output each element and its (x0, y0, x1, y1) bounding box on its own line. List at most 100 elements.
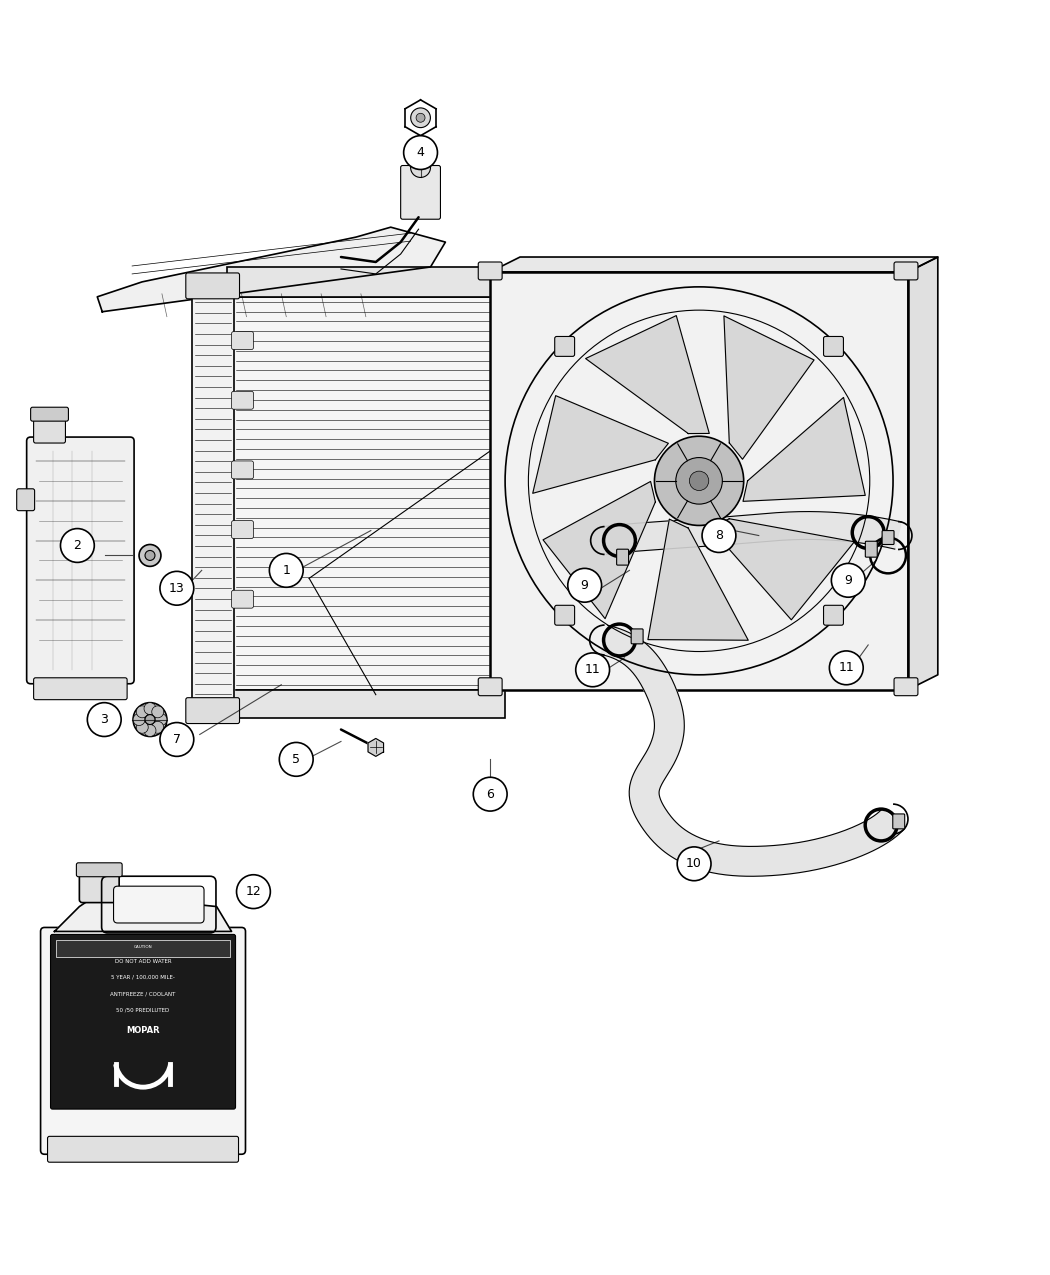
Text: CAUTION: CAUTION (133, 945, 152, 949)
Circle shape (152, 706, 164, 718)
FancyBboxPatch shape (894, 678, 918, 696)
Circle shape (145, 551, 155, 561)
FancyBboxPatch shape (41, 927, 246, 1154)
Polygon shape (500, 284, 525, 690)
FancyBboxPatch shape (892, 813, 905, 829)
Circle shape (87, 703, 121, 737)
Text: ANTIFREEZE / COOLANT: ANTIFREEZE / COOLANT (110, 991, 175, 996)
Circle shape (133, 703, 167, 737)
FancyBboxPatch shape (34, 414, 65, 442)
Circle shape (474, 778, 507, 811)
Text: 3: 3 (101, 713, 108, 725)
Polygon shape (532, 395, 669, 493)
Circle shape (139, 544, 161, 566)
Circle shape (690, 472, 709, 491)
Polygon shape (369, 738, 383, 756)
Circle shape (568, 569, 602, 602)
Circle shape (144, 703, 156, 714)
Circle shape (136, 706, 148, 718)
FancyBboxPatch shape (80, 868, 119, 903)
FancyBboxPatch shape (34, 678, 127, 700)
FancyBboxPatch shape (478, 678, 502, 696)
FancyBboxPatch shape (47, 1136, 238, 1163)
Polygon shape (55, 896, 232, 932)
FancyBboxPatch shape (823, 606, 843, 625)
FancyBboxPatch shape (186, 273, 239, 298)
Polygon shape (586, 316, 709, 434)
Polygon shape (908, 258, 938, 690)
FancyBboxPatch shape (554, 337, 574, 357)
Text: 11: 11 (585, 663, 601, 676)
FancyBboxPatch shape (50, 935, 235, 1109)
FancyBboxPatch shape (616, 550, 629, 565)
Text: MOPAR: MOPAR (126, 1026, 160, 1035)
Circle shape (403, 135, 438, 170)
Circle shape (676, 458, 722, 504)
Text: 9: 9 (844, 574, 853, 586)
Polygon shape (98, 227, 445, 311)
FancyBboxPatch shape (227, 690, 505, 718)
Polygon shape (192, 297, 233, 700)
Text: 2: 2 (74, 539, 81, 552)
Polygon shape (543, 482, 655, 618)
FancyBboxPatch shape (894, 261, 918, 280)
Circle shape (416, 113, 425, 122)
Circle shape (830, 652, 863, 685)
Circle shape (133, 714, 145, 725)
Circle shape (411, 158, 430, 177)
FancyBboxPatch shape (232, 520, 253, 538)
Polygon shape (648, 519, 749, 640)
FancyBboxPatch shape (882, 530, 894, 544)
FancyBboxPatch shape (865, 542, 877, 557)
Polygon shape (490, 258, 938, 272)
Text: 11: 11 (838, 662, 854, 674)
FancyBboxPatch shape (522, 652, 563, 680)
Circle shape (270, 553, 303, 588)
Circle shape (160, 723, 194, 756)
Text: DO NOT ADD WATER: DO NOT ADD WATER (114, 959, 171, 964)
Text: 13: 13 (169, 581, 185, 594)
Polygon shape (232, 297, 500, 690)
FancyBboxPatch shape (232, 332, 253, 349)
Circle shape (832, 564, 865, 597)
Circle shape (654, 436, 743, 525)
FancyBboxPatch shape (26, 437, 134, 683)
Text: 9: 9 (581, 579, 589, 592)
Circle shape (155, 714, 167, 725)
Circle shape (61, 529, 94, 562)
Polygon shape (711, 519, 855, 620)
FancyBboxPatch shape (401, 166, 440, 219)
FancyBboxPatch shape (232, 462, 253, 479)
FancyBboxPatch shape (554, 606, 574, 625)
Circle shape (279, 742, 313, 776)
Polygon shape (603, 511, 901, 555)
FancyBboxPatch shape (57, 941, 230, 958)
FancyBboxPatch shape (227, 266, 505, 297)
Polygon shape (743, 398, 865, 501)
FancyBboxPatch shape (823, 337, 843, 357)
Text: 12: 12 (246, 885, 261, 898)
Text: 7: 7 (173, 733, 181, 746)
Circle shape (136, 722, 148, 733)
Circle shape (236, 875, 270, 909)
FancyBboxPatch shape (232, 391, 253, 409)
Circle shape (160, 571, 194, 606)
Circle shape (575, 653, 610, 687)
FancyBboxPatch shape (77, 863, 122, 877)
Circle shape (677, 847, 711, 881)
Polygon shape (723, 316, 814, 459)
FancyBboxPatch shape (522, 282, 563, 310)
Circle shape (702, 519, 736, 552)
Text: 1: 1 (282, 564, 290, 576)
FancyBboxPatch shape (113, 886, 204, 923)
Circle shape (411, 108, 430, 128)
Polygon shape (490, 272, 908, 690)
FancyBboxPatch shape (478, 261, 502, 280)
Circle shape (144, 724, 156, 737)
Text: 6: 6 (486, 788, 495, 801)
Text: 5: 5 (292, 752, 300, 766)
Text: 10: 10 (686, 857, 702, 871)
Text: 4: 4 (417, 147, 424, 159)
Text: 8: 8 (715, 529, 723, 542)
FancyBboxPatch shape (631, 629, 643, 644)
